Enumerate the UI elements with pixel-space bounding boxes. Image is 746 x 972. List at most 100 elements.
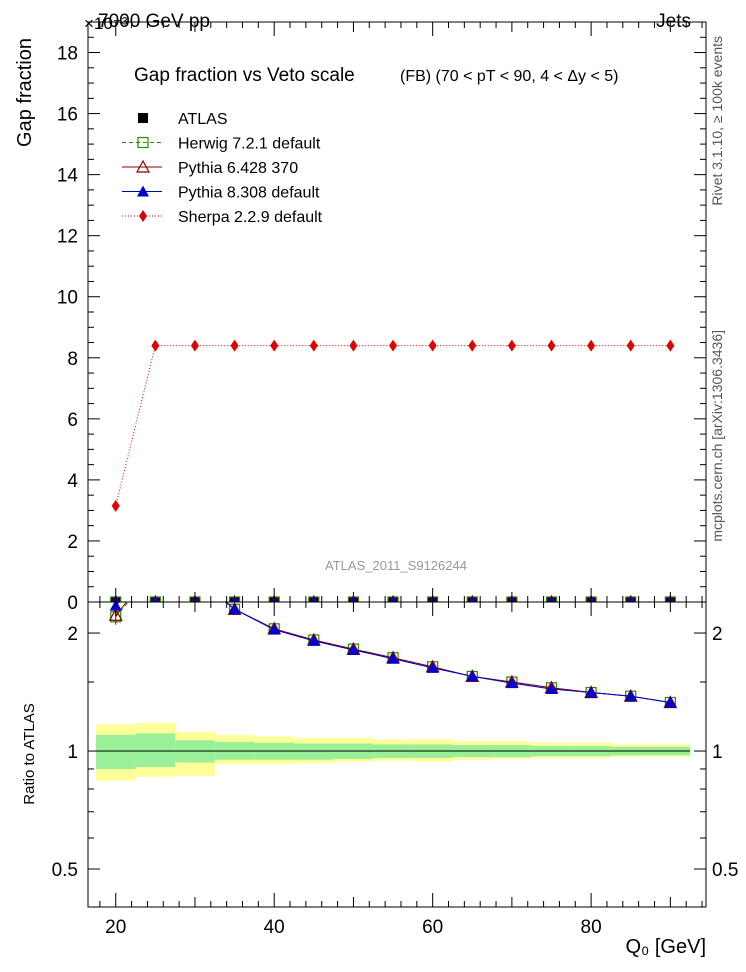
main-y-tick-label: 8 [67, 349, 78, 370]
sherpa-2-2-9-default-point [666, 339, 675, 352]
ratio-panel-frame [87, 601, 707, 908]
x-tick-label: 40 [264, 917, 285, 938]
energy-label: 7000 GeV pp [98, 11, 210, 32]
legend-marker [139, 210, 147, 222]
main-y-tick-label: 14 [57, 166, 79, 187]
pythia-8-308-default-ratio-point [268, 623, 281, 635]
legend-label: Pythia 8.308 default [178, 185, 320, 202]
ratio-y-tick-label: 2 [67, 624, 78, 645]
sherpa-2-2-9-default-point [309, 339, 318, 352]
process-label: Jets [656, 11, 691, 32]
sherpa-2-2-9-default-point [587, 339, 596, 352]
pythia-8-308-default-point [548, 596, 555, 602]
main-y-tick-label: 2 [67, 532, 78, 553]
mcplots-label: mcplots.cern.ch [arXiv:1306.3436] [709, 330, 725, 542]
main-y-tick-label: 4 [67, 471, 78, 492]
pythia-8-308-default-ratio-point [466, 670, 479, 682]
pythia-6-428-370-ratio-point [149, 561, 161, 572]
legend-item: Herwig 7.2.1 default [122, 136, 321, 153]
main-y-axis-title: Gap fraction [14, 38, 36, 147]
legend-label: Herwig 7.2.1 default [178, 136, 321, 153]
legend-item: Sherpa 2.2.9 default [122, 209, 323, 226]
herwig-7-2-1-default-ratio-line [115, 602, 671, 703]
main-y-tick-label: 18 [57, 44, 78, 65]
pythia-8-308-default-point [468, 596, 476, 602]
legend-label: Pythia 6.428 370 [178, 160, 298, 177]
stat-uncertainty-band [294, 743, 334, 760]
sherpa-2-2-9-default-point [270, 339, 279, 352]
pythia-8-308-default-ratio-point [189, 570, 201, 581]
sherpa-2-2-9-default-line [115, 345, 671, 506]
pythia-8-308-default-point [231, 596, 238, 602]
stat-uncertainty-band [95, 734, 136, 769]
legend-marker [137, 185, 149, 197]
ratio-y-tick-label-right: 1 [712, 742, 723, 763]
analysis-id: ATLAS_2011_S9126244 [325, 558, 467, 573]
pythia-8-308-default-ratio-point [387, 652, 400, 664]
sherpa-2-2-9-default-point [507, 339, 516, 352]
pythia-8-308-default-ratio-point [664, 696, 677, 708]
exponent-label: ×10⁻³ [84, 14, 128, 33]
ratio-y-tick-label: 1 [67, 742, 78, 763]
ratio-y-tick-label-right: 2 [712, 624, 723, 645]
pythia-8-308-default-ratio-point [624, 690, 637, 702]
sherpa-2-2-9-default-point [111, 499, 120, 512]
sherpa-2-2-9-default-point [349, 339, 358, 352]
x-axis-title: Q₀ [GeV] [625, 936, 706, 958]
sherpa-2-2-9-default-point [626, 339, 635, 352]
main-y-tick-label: 16 [57, 105, 78, 126]
stat-uncertainty-band [135, 733, 176, 768]
sherpa-2-2-9-default-point [547, 339, 556, 352]
legend-label: Sherpa 2.2.9 default [178, 209, 323, 226]
pythia-8-308-default-point [627, 596, 635, 602]
pythia-8-308-default-point [310, 596, 318, 602]
ratio-y-tick-label: 0.5 [52, 860, 78, 881]
herwig-7-2-1-default-ratio-point [190, 574, 200, 584]
x-tick-label: 20 [105, 917, 126, 938]
x-tick-label: 60 [422, 917, 443, 938]
pythia-8-308-default-ratio-line [115, 602, 671, 703]
pythia-6-428-370-ratio-point [189, 570, 201, 581]
main-y-tick-label: 0 [67, 593, 78, 614]
legend-marker [135, 159, 151, 173]
legend-marker [138, 113, 148, 123]
pythia-8-308-default-ratio-point [228, 603, 241, 615]
pythia-8-308-default-ratio-point [149, 558, 161, 569]
legend-label: ATLAS [178, 111, 228, 128]
legend-marker [137, 136, 149, 149]
pythia-8-308-default-ratio-point [585, 686, 598, 698]
pythia-8-308-default-ratio-point [307, 634, 320, 646]
main-panel-frame [87, 21, 707, 603]
pythia-8-308-default-ratio-point [426, 661, 439, 673]
herwig-7-2-1-default-ratio-point [150, 565, 160, 575]
legend: ATLAS Herwig 7.2.1 default Pythia 6.428 37… [122, 111, 323, 226]
legend-item: ATLAS [138, 111, 228, 128]
sherpa-2-2-9-default-point [428, 339, 437, 352]
pythia-8-308-default-ratio-point [347, 644, 360, 656]
ratio-y-tick-label-right: 0.5 [712, 860, 738, 881]
sherpa-2-2-9-default-point [190, 339, 199, 352]
sherpa-2-2-9-default-point [468, 339, 477, 352]
pythia-8-308-default-ratio-point [505, 677, 518, 689]
pythia-6-428-370-ratio-line [115, 602, 671, 703]
sherpa-2-2-9-default-point [151, 339, 160, 352]
sherpa-2-2-9-default-point [389, 339, 398, 352]
ratio-y-axis-title: Ratio to ATLAS [21, 703, 38, 804]
main-y-tick-label: 10 [57, 288, 78, 309]
main-y-tick-label: 6 [67, 410, 78, 431]
legend-item: Pythia 6.428 370 [122, 159, 298, 177]
ratio-series-group [108, 558, 678, 709]
ratio-uncertainty-bands [95, 722, 691, 781]
plot-selection: (FB) (70 < pT < 90, 4 < Δy < 5) [400, 68, 619, 85]
legend-item: Pythia 8.308 default [122, 185, 320, 202]
pythia-8-308-default-point [389, 596, 397, 602]
pythia-8-308-default-point [152, 596, 159, 602]
rivet-label: Rivet 3.1.10, ≥ 100k events [709, 36, 725, 206]
pythia-8-308-default-ratio-point [545, 682, 558, 694]
x-tick-label: 80 [581, 917, 602, 938]
sherpa-2-2-9-default-point [230, 339, 239, 352]
plot-title: Gap fraction vs Veto scale [134, 65, 355, 86]
main-y-tick-label: 12 [57, 227, 78, 248]
